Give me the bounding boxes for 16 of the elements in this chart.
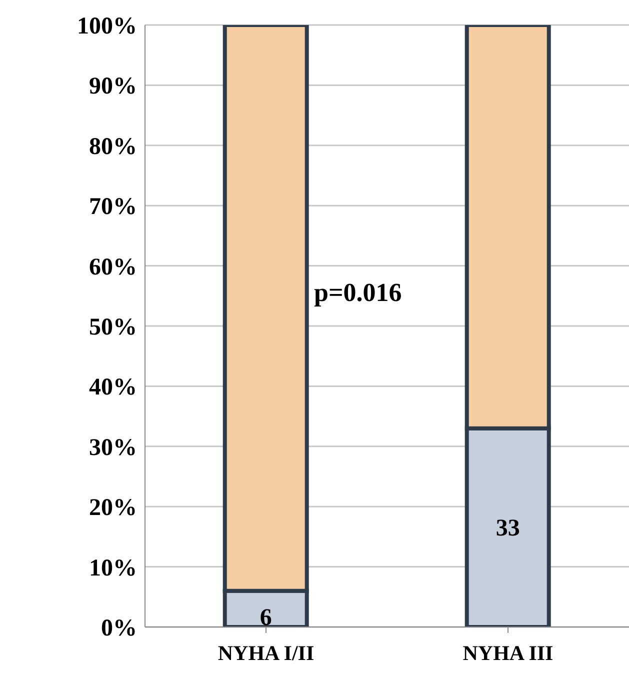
annotation: p=0.016 xyxy=(312,278,404,308)
y-tick-label: 10% xyxy=(89,555,137,582)
y-tick-label: 20% xyxy=(89,495,137,522)
data-label: 33 xyxy=(496,516,520,542)
y-tick-label: 90% xyxy=(89,74,137,100)
y-tick-label: 80% xyxy=(89,134,137,160)
y-tick-label: 70% xyxy=(89,194,137,220)
y-tick-label: 60% xyxy=(89,254,137,280)
y-tick-label: 0% xyxy=(101,616,137,642)
data-label: 6 xyxy=(260,605,272,631)
y-tick-label: 50% xyxy=(89,314,137,341)
x-tick-label: NYHA III xyxy=(462,640,554,665)
x-tick-label: NYHA I/II xyxy=(218,640,314,665)
y-tick-label: 100% xyxy=(77,14,137,40)
y-tick-label: 30% xyxy=(89,434,137,461)
y-tick-label: 40% xyxy=(89,374,137,401)
